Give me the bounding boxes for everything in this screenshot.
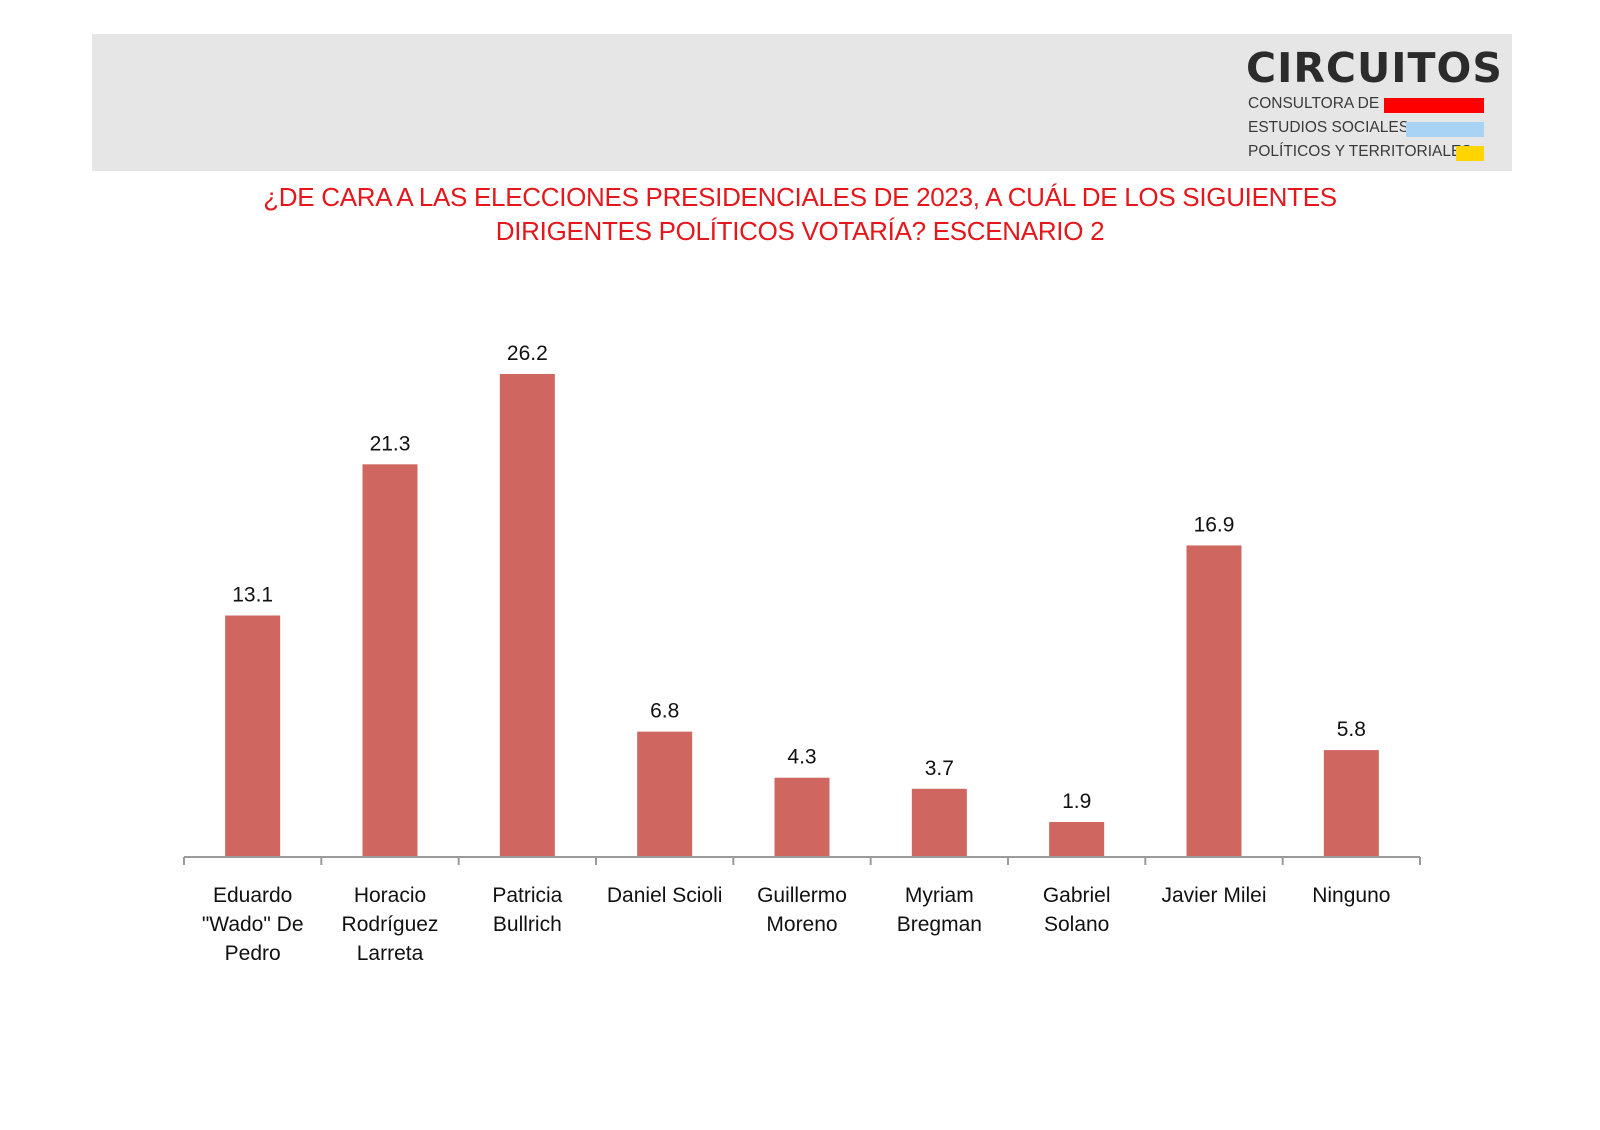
logo-red-bar	[1384, 98, 1484, 113]
chart-title: ¿DE CARA A LAS ELECCIONES PRESIDENCIALES…	[150, 180, 1450, 248]
bar	[225, 615, 281, 857]
data-label: 21.3	[370, 432, 411, 455]
category-label: "Wado" De	[202, 913, 304, 936]
circuitos-logo: CIRCUITOS CONSULTORA DE ESTUDIOS SOCIALE…	[1244, 48, 1502, 161]
bar	[1323, 750, 1379, 857]
category-label: Ninguno	[1312, 884, 1390, 907]
category-label: Patricia	[492, 884, 562, 907]
logo-line-3: POLÍTICOS Y TERRITORIALES	[1248, 143, 1472, 160]
category-label: Larreta	[357, 942, 424, 965]
logo-lightblue-bar	[1406, 122, 1484, 137]
category-label: Pedro	[225, 942, 281, 965]
category-label: Bregman	[897, 913, 982, 936]
data-label: 1.9	[1062, 790, 1091, 813]
category-label: Moreno	[766, 913, 837, 936]
category-label: Gabriel	[1043, 884, 1111, 907]
data-label: 5.8	[1337, 718, 1366, 741]
chart-title-line-1: ¿DE CARA A LAS ELECCIONES PRESIDENCIALES…	[263, 182, 1337, 212]
category-label: Javier Milei	[1161, 884, 1266, 907]
logo-line-1: CONSULTORA DE	[1248, 95, 1380, 112]
data-label: 13.1	[232, 584, 273, 607]
category-label: Bullrich	[493, 913, 562, 936]
data-label: 3.7	[925, 757, 954, 780]
category-label: Guillermo	[757, 884, 847, 907]
category-label: Rodríguez	[342, 913, 439, 936]
bar	[774, 777, 830, 857]
chart-title-line-2: DIRIGENTES POLÍTICOS VOTARÍA? ESCENARIO …	[495, 216, 1105, 246]
bar	[1186, 545, 1242, 857]
category-label: Daniel Scioli	[607, 884, 723, 907]
logo-yellow-bar	[1456, 146, 1484, 161]
data-label: 16.9	[1194, 513, 1235, 536]
category-label: Horacio	[354, 884, 426, 907]
category-label: Myriam	[905, 884, 974, 907]
data-label: 4.3	[787, 746, 816, 769]
category-label: Solano	[1044, 913, 1109, 936]
bar	[362, 464, 418, 857]
bar	[499, 374, 555, 857]
bar	[637, 731, 693, 857]
header-band: CIRCUITOS CONSULTORA DE ESTUDIOS SOCIALE…	[92, 34, 1512, 171]
category-label: Eduardo	[213, 884, 292, 907]
logo-line-2: ESTUDIOS SOCIALES,	[1248, 119, 1414, 136]
bar	[911, 788, 967, 857]
data-label: 26.2	[507, 342, 548, 365]
logo-name: CIRCUITOS	[1246, 44, 1503, 92]
bar	[1049, 821, 1105, 857]
data-label: 6.8	[650, 700, 679, 723]
